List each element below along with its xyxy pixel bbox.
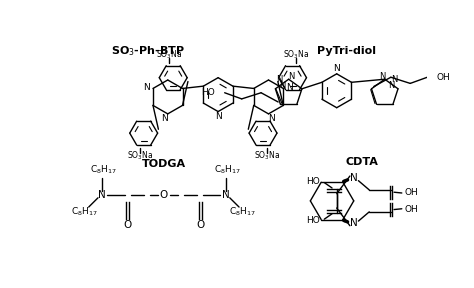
Text: N: N xyxy=(276,75,283,84)
Text: N: N xyxy=(215,112,221,122)
Text: O: O xyxy=(196,220,204,230)
Text: N: N xyxy=(288,72,294,81)
Text: OH: OH xyxy=(405,188,419,197)
Text: SO$_3$-Ph-BTP: SO$_3$-Ph-BTP xyxy=(111,44,185,58)
Text: O: O xyxy=(160,190,168,200)
Text: OH: OH xyxy=(405,205,419,214)
Text: N: N xyxy=(144,83,150,92)
Text: HO: HO xyxy=(306,216,319,225)
Text: OH: OH xyxy=(437,73,450,82)
Text: SO$_3$Na: SO$_3$Na xyxy=(283,48,310,61)
Text: N: N xyxy=(388,81,394,90)
Text: N: N xyxy=(286,83,293,92)
Text: SO$_3$Na: SO$_3$Na xyxy=(156,48,182,61)
Text: N: N xyxy=(333,64,340,73)
Text: C$_8$H$_{17}$: C$_8$H$_{17}$ xyxy=(71,205,98,218)
Text: C$_8$H$_{17}$: C$_8$H$_{17}$ xyxy=(229,205,256,218)
Text: N: N xyxy=(161,114,168,123)
Text: N: N xyxy=(379,72,386,81)
Text: N: N xyxy=(279,81,286,90)
Text: C$_8$H$_{17}$: C$_8$H$_{17}$ xyxy=(214,164,241,176)
Text: SO$_3$Na: SO$_3$Na xyxy=(127,150,153,162)
Text: TODGA: TODGA xyxy=(142,159,186,169)
Text: CDTA: CDTA xyxy=(345,157,378,167)
Text: HO: HO xyxy=(201,88,215,97)
Text: PyTri-diol: PyTri-diol xyxy=(317,46,375,56)
Text: N: N xyxy=(350,173,357,183)
Text: C$_8$H$_{17}$: C$_8$H$_{17}$ xyxy=(90,164,117,176)
Text: N: N xyxy=(268,114,275,123)
Text: SO$_3$Na: SO$_3$Na xyxy=(254,150,280,162)
Text: O: O xyxy=(123,220,132,230)
Text: HO: HO xyxy=(306,177,319,185)
Text: N: N xyxy=(350,218,357,228)
Text: N: N xyxy=(391,75,397,84)
Text: N: N xyxy=(98,190,106,200)
Text: N: N xyxy=(222,190,230,200)
